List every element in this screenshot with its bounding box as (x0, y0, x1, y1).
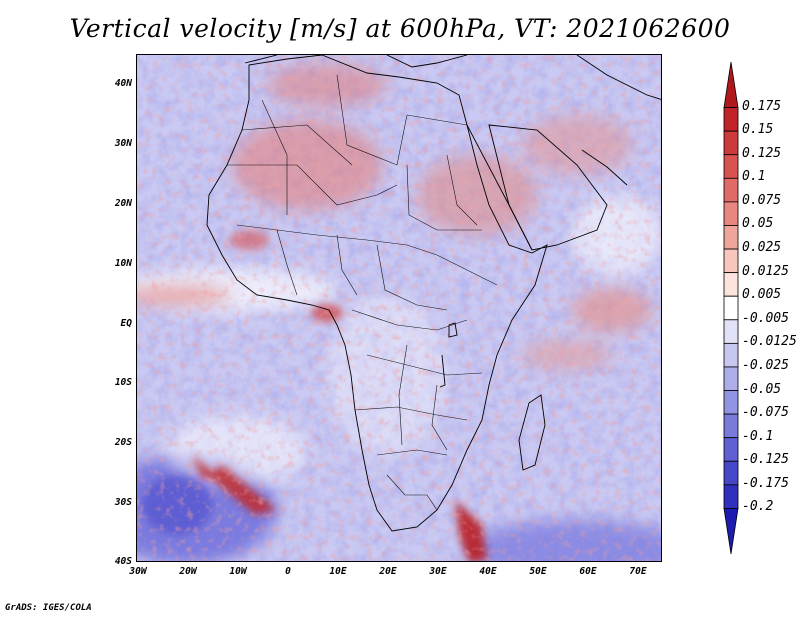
x-tick-label: 0 (285, 566, 291, 577)
colorbar-box (723, 342, 739, 368)
colorbar-box (723, 413, 739, 439)
y-tick-label: 20N (114, 198, 132, 209)
colorbar-box (723, 484, 739, 509)
country-borders (227, 74, 498, 511)
grads-credit: GrADS: IGES/COLA (5, 603, 92, 613)
colorbar-label: 0.1 (742, 169, 766, 185)
map-plot-area (136, 54, 662, 562)
x-tick-label: 70E (629, 566, 647, 577)
y-tick-label: 20S (114, 437, 132, 448)
colorbar-box (723, 107, 739, 132)
x-tick-label: 20E (379, 566, 397, 577)
colorbar-box (723, 248, 739, 274)
colorbar-box (723, 508, 739, 555)
vertical-velocity-field (137, 55, 661, 561)
y-tick-label: 10S (114, 377, 132, 388)
coastlines (206, 55, 661, 532)
colorbar-label: -0.175 (742, 475, 789, 491)
colorbar-box (723, 130, 739, 156)
colorbar-label: 0.175 (742, 98, 782, 114)
y-tick-label: 10N (114, 258, 132, 269)
y-tick-label: 30N (114, 138, 132, 149)
colorbar-box (723, 225, 739, 250)
x-tick-label: 40E (479, 566, 497, 577)
x-tick-label: 20W (179, 566, 197, 577)
y-tick-label: 30S (114, 497, 132, 508)
colorbar-box (723, 154, 739, 179)
colorbar-label: 0.005 (742, 287, 782, 303)
colorbar-label: -0.05 (742, 381, 782, 397)
field-red-texture (137, 55, 661, 561)
colorbar-box (723, 460, 739, 486)
colorbar-boxes (723, 61, 739, 555)
x-tick-label: 10E (329, 566, 347, 577)
colorbar-label: -0.075 (742, 405, 789, 421)
colorbar-box (723, 201, 739, 226)
colorbar-box (723, 177, 739, 203)
colorbar-label: 0.0125 (742, 263, 789, 279)
y-tick-label: 40N (114, 78, 132, 89)
colorbar-label: -0.005 (742, 310, 789, 326)
colorbar-label: 0.05 (742, 216, 774, 232)
x-tick-label: 50E (529, 566, 547, 577)
colorbar-label: 0.025 (742, 240, 782, 256)
map-title: Vertical velocity [m/s] at 600hPa, VT: 2… (69, 14, 731, 43)
colorbar-box (723, 61, 739, 108)
x-tick-label: 10W (229, 566, 247, 577)
colorbar-label: 0.075 (742, 192, 782, 208)
x-tick-label: 60E (579, 566, 597, 577)
y-tick-label: 40S (114, 556, 132, 567)
colorbar-label: 0.125 (742, 145, 782, 161)
colorbar-label: -0.0125 (742, 334, 797, 350)
colorbar-box (723, 390, 739, 415)
colorbar-label: -0.2 (742, 499, 774, 515)
x-tick-label: 30W (129, 566, 147, 577)
colorbar-box (723, 437, 739, 462)
colorbar-label: -0.1 (742, 428, 774, 444)
colorbar-label: -0.125 (742, 452, 789, 468)
colorbar-box (723, 272, 739, 297)
colorbar-box (723, 366, 739, 391)
colorbar-box (723, 319, 739, 344)
colorbar-label: -0.025 (742, 357, 789, 373)
colorbar-label: 0.15 (742, 122, 774, 138)
y-tick-label: EQ (120, 318, 132, 329)
x-tick-label: 30E (429, 566, 447, 577)
colorbar-box (723, 295, 739, 321)
